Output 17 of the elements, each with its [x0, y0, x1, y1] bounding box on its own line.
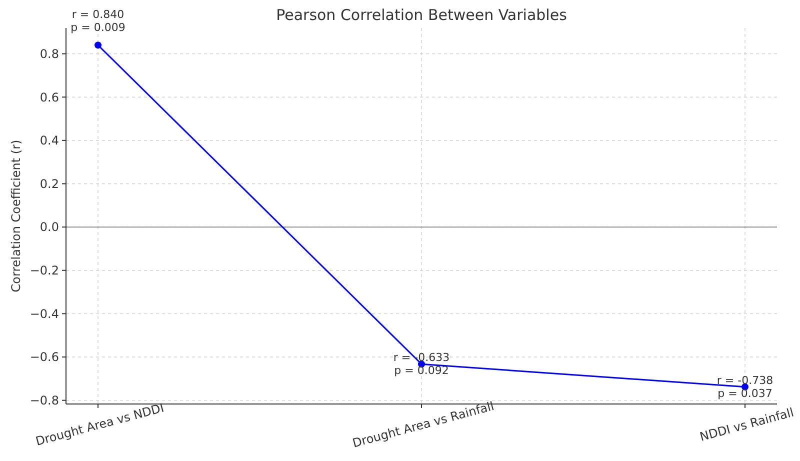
x-tick-label: NDDI vs Rainfall	[698, 405, 796, 444]
annotation: r = 0.840 p = 0.009	[70, 8, 126, 34]
y-tick-label: −0.2	[30, 264, 59, 278]
y-tick-label: 0.4	[40, 134, 59, 148]
y-tick-label: −0.8	[30, 394, 59, 408]
annotation: r = -0.738 p = 0.037	[716, 374, 774, 400]
y-tick-label: 0.2	[40, 176, 59, 191]
point	[94, 42, 102, 49]
y-tick-label: 0.8	[40, 46, 59, 61]
chart-title: Pearson Correlation Between Variables	[276, 6, 568, 24]
annotation: r = -0.633 p = 0.092	[393, 351, 450, 378]
y-tick-label: 0.6	[40, 90, 59, 104]
y-tick-label: −0.6	[30, 350, 59, 364]
y-tick-label: 0.0	[40, 220, 59, 234]
x-tick-label: Drought Area vs Rainfall	[351, 398, 496, 450]
y-tick-label: −0.4	[30, 306, 59, 321]
y-axis-title: Correlation Coefficient (r)	[9, 140, 23, 292]
